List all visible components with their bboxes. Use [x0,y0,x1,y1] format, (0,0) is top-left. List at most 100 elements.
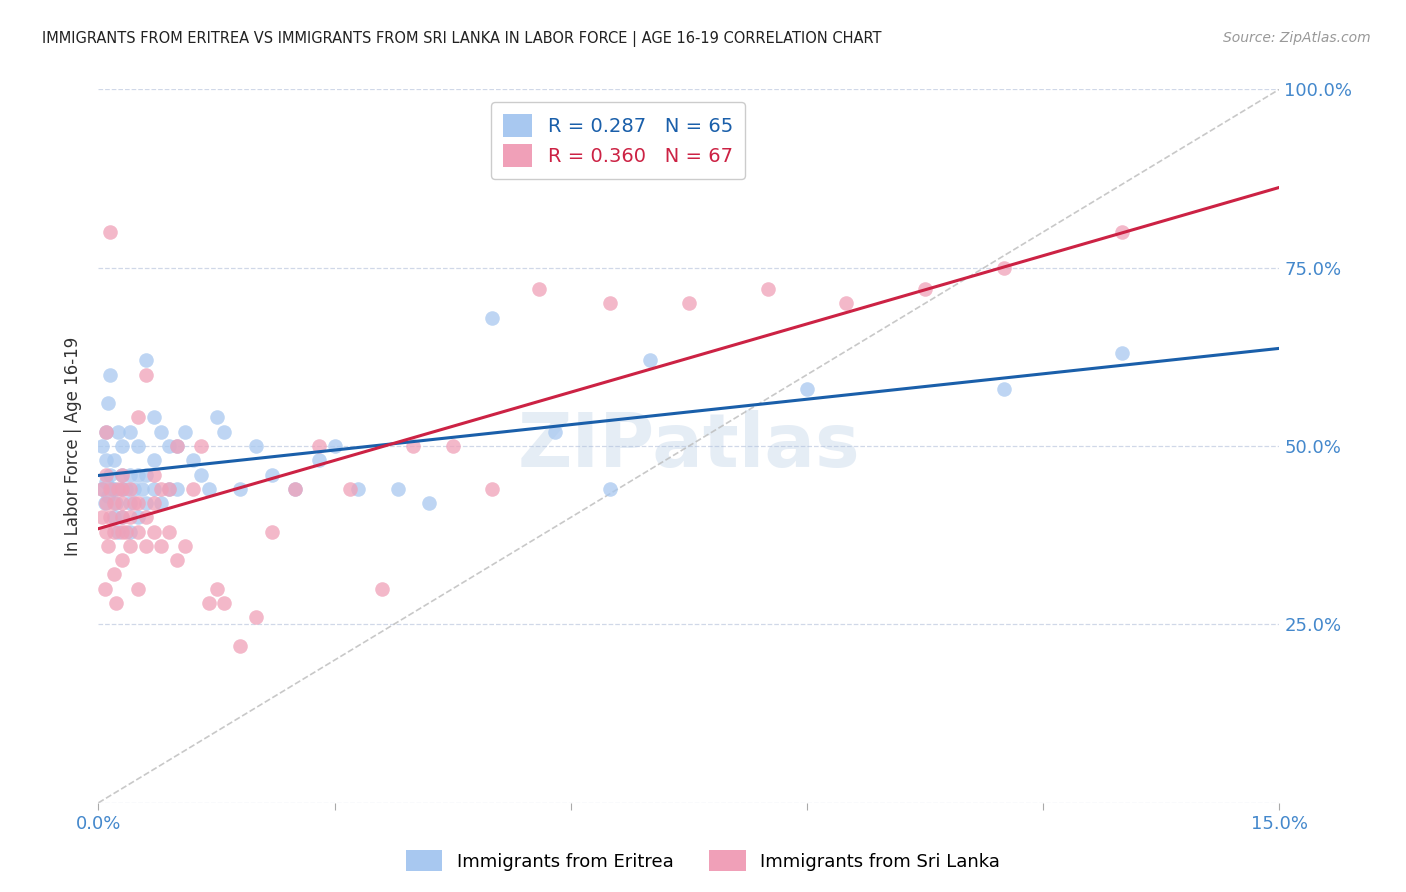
Point [101,482,124,496]
Point [308,453,330,467]
Point [387,482,409,496]
Point [96,453,118,467]
Point [347,482,370,496]
Point [103,567,125,582]
Point [544,425,567,439]
Point [118,539,141,553]
Point [107,482,129,496]
Point [260,524,283,539]
Text: IMMIGRANTS FROM ERITREA VS IMMIGRANTS FROM SRI LANKA IN LABOR FORCE | AGE 16-19 : IMMIGRANTS FROM ERITREA VS IMMIGRANTS FR… [42,31,882,47]
Point [638,353,661,368]
Point [205,582,228,596]
Point [150,482,173,496]
Point [142,410,165,425]
Point [284,482,307,496]
Point [96,425,118,439]
Point [111,482,134,496]
Point [96,524,118,539]
Point [111,553,134,567]
Point [229,639,252,653]
Point [96,496,118,510]
Point [1111,225,1133,239]
Point [205,410,228,425]
Point [181,453,204,467]
Point [174,425,197,439]
Point [284,482,307,496]
Point [127,467,149,482]
Point [190,467,212,482]
Point [135,467,157,482]
Point [93,582,115,596]
Point [98,225,121,239]
Point [678,296,700,310]
Point [115,524,138,539]
Point [91,439,114,453]
Text: Source: ZipAtlas.com: Source: ZipAtlas.com [1223,31,1371,45]
Point [111,524,134,539]
Point [91,482,114,496]
Point [118,482,141,496]
Point [104,496,127,510]
Point [118,510,141,524]
Point [150,425,173,439]
Point [91,482,114,496]
Y-axis label: In Labor Force | Age 16-19: In Labor Force | Age 16-19 [65,336,83,556]
Point [371,582,394,596]
Point [135,510,157,524]
Point [127,496,149,510]
Point [111,510,134,524]
Point [135,496,157,510]
Point [323,439,346,453]
Point [127,582,149,596]
Point [107,425,129,439]
Point [96,475,118,489]
Point [111,496,134,510]
Point [127,410,149,425]
Point [229,482,252,496]
Point [166,553,188,567]
Point [402,439,425,453]
Point [93,496,115,510]
Point [197,482,219,496]
Point [111,467,134,482]
Point [214,425,236,439]
Point [96,425,118,439]
Point [127,510,149,524]
Point [142,496,165,510]
Point [260,467,283,482]
Point [103,453,125,467]
Point [166,439,188,453]
Point [835,296,858,310]
Point [197,596,219,610]
Point [529,282,551,296]
Point [103,510,125,524]
Point [122,482,145,496]
Point [118,425,141,439]
Text: ZIPatlas: ZIPatlas [517,409,860,483]
Point [127,524,149,539]
Point [993,260,1015,275]
Point [98,510,121,524]
Point [111,439,134,453]
Legend: Immigrants from Eritrea, Immigrants from Sri Lanka: Immigrants from Eritrea, Immigrants from… [399,843,1007,879]
Point [122,496,145,510]
Point [174,539,197,553]
Point [142,453,165,467]
Point [111,510,134,524]
Point [97,489,120,503]
Point [157,524,180,539]
Point [1111,346,1133,360]
Point [142,524,165,539]
Point [157,439,180,453]
Point [103,482,125,496]
Point [245,610,267,624]
Point [157,482,180,496]
Point [481,482,503,496]
Point [166,482,188,496]
Point [97,539,120,553]
Point [118,467,141,482]
Point [166,439,188,453]
Point [245,439,267,453]
Point [131,482,153,496]
Point [756,282,779,296]
